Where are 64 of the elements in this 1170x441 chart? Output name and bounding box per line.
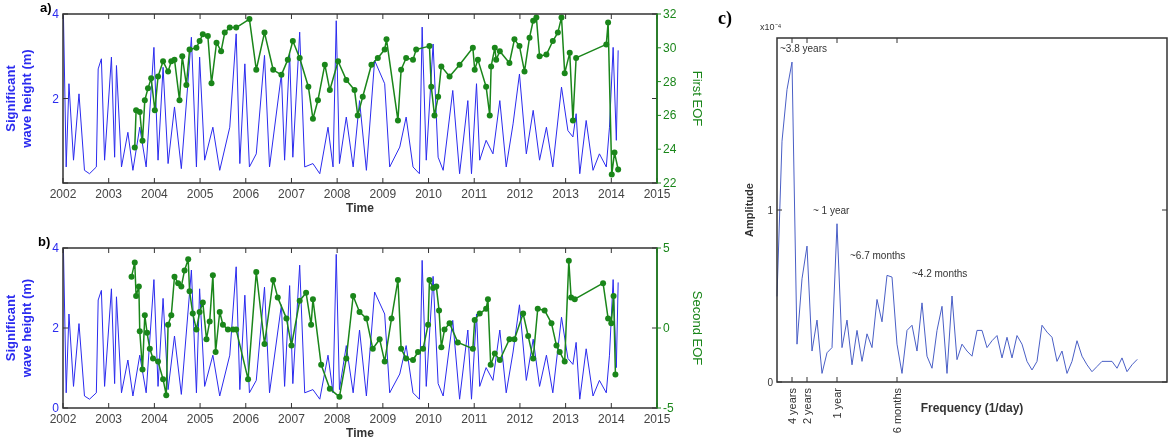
annotation: ~4.2 months xyxy=(912,268,968,279)
annotation: ~3.8 years xyxy=(780,43,827,54)
x-tick-label: 2013 xyxy=(552,412,580,426)
x-tick-label: 4 years xyxy=(786,387,798,425)
x-tick-label: 2014 xyxy=(597,412,625,426)
chart-title: a) xyxy=(40,0,52,15)
y-tick-label: 1 xyxy=(767,205,774,216)
annotation: ~ 1 year xyxy=(813,205,851,216)
y2-tick-label: 32 xyxy=(663,7,677,21)
y2-tick-label: 0 xyxy=(663,321,670,335)
line-series xyxy=(776,61,1138,374)
x-tick-label: 2006 xyxy=(232,412,260,426)
y2-tick-label: 30 xyxy=(663,40,677,55)
x-tick-label: 2003 xyxy=(95,187,123,201)
x-axis-title: Time xyxy=(346,201,375,215)
y-axis-title: Significant wave height (m) xyxy=(3,278,34,379)
y-tick-label: 2 xyxy=(52,91,60,106)
y2-tick-label: -5 xyxy=(663,401,674,415)
x-tick-label: 2005 xyxy=(186,187,214,201)
y2-tick-label: 28 xyxy=(663,74,677,89)
y-axis-title: Significant wave height (m) xyxy=(3,49,34,149)
x-tick-label: 2010 xyxy=(415,412,443,426)
x-tick-label: 2009 xyxy=(369,187,397,201)
x-tick-label: 2004 xyxy=(141,187,169,201)
x-tick-label: 2008 xyxy=(323,187,351,201)
x-tick-label: 2005 xyxy=(186,412,214,426)
x-tick-label: 2003 xyxy=(95,412,123,426)
x-tick-label: 2011 xyxy=(461,187,488,201)
x-tick-label: 2006 xyxy=(232,187,260,201)
x-axis-title: Time xyxy=(346,426,375,440)
y2-tick-label: 26 xyxy=(663,108,677,123)
text: x10⁻⁴ xyxy=(760,22,782,32)
x-tick-label: 2013 xyxy=(552,187,580,201)
y2-axis-title: Second EOF xyxy=(690,290,705,366)
y2-tick-label: 5 xyxy=(663,241,670,255)
chart-title: c) xyxy=(718,8,732,29)
y2-axis-title: First EOF xyxy=(690,70,705,127)
x-tick-label: 2011 xyxy=(461,412,488,426)
x-tick-label: 2015 xyxy=(643,187,671,201)
chart-title: b) xyxy=(38,234,51,249)
x-axis-title: Frequency (1/day) xyxy=(920,401,1024,415)
x-tick-label: 2002 xyxy=(49,187,77,201)
x-tick-label: 2012 xyxy=(506,412,534,426)
x-tick-label: 2008 xyxy=(323,412,351,426)
x-tick-label: 2015 xyxy=(643,412,671,426)
x-tick-label: 2009 xyxy=(369,412,397,426)
y-tick-label: 4 xyxy=(52,7,60,21)
y2-tick-label: 24 xyxy=(663,142,677,157)
y2-tick-label: 22 xyxy=(663,176,677,190)
x-tick-label: 6 months xyxy=(891,387,903,434)
x-tick-label: 2012 xyxy=(506,187,534,201)
y-tick-label: 0 xyxy=(52,401,60,415)
x-tick-label: 2007 xyxy=(278,187,306,201)
x-tick-label: 2014 xyxy=(597,187,625,201)
x-tick-label: 1 year xyxy=(831,387,843,419)
y-axis-title: Amplitude xyxy=(743,183,755,237)
x-tick-label: 2007 xyxy=(278,412,306,426)
x-tick-label: 2010 xyxy=(415,187,443,201)
x-tick-label: 2 years xyxy=(801,387,813,425)
annotation: ~6.7 months xyxy=(850,250,906,261)
x-tick-label: 2002 xyxy=(49,412,77,426)
y-tick-label: 4 xyxy=(52,241,60,255)
x-tick-label: 2004 xyxy=(141,412,169,426)
y-tick-label: 2 xyxy=(52,321,60,335)
